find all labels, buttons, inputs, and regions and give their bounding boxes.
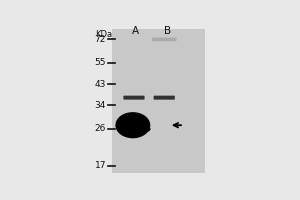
Ellipse shape [124, 124, 151, 134]
Bar [112, 29, 205, 173]
FancyBboxPatch shape [152, 38, 176, 41]
FancyBboxPatch shape [123, 96, 145, 100]
Text: KDa: KDa [95, 30, 112, 39]
Text: 72: 72 [95, 35, 106, 44]
Text: A: A [132, 26, 139, 36]
Text: 26: 26 [95, 124, 106, 133]
Text: 43: 43 [95, 80, 106, 89]
Text: B: B [164, 26, 171, 36]
Text: 17: 17 [94, 161, 106, 170]
Ellipse shape [116, 112, 150, 138]
FancyBboxPatch shape [154, 96, 175, 100]
Text: 55: 55 [94, 58, 106, 67]
Text: 34: 34 [95, 101, 106, 110]
